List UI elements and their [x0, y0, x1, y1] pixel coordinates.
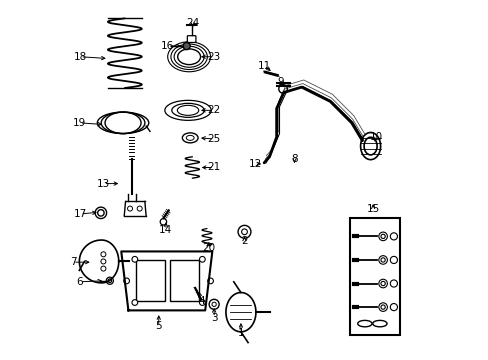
Circle shape: [278, 85, 287, 93]
Text: 10: 10: [369, 132, 383, 142]
Text: 12: 12: [248, 159, 261, 169]
FancyBboxPatch shape: [187, 36, 196, 42]
Text: 19: 19: [73, 118, 86, 128]
Circle shape: [380, 305, 385, 309]
Circle shape: [199, 256, 205, 262]
Circle shape: [241, 229, 247, 235]
Text: 21: 21: [207, 162, 220, 172]
Circle shape: [199, 300, 205, 305]
Text: 8: 8: [290, 154, 297, 163]
Ellipse shape: [177, 49, 200, 64]
Text: 3: 3: [210, 312, 217, 323]
Bar: [170, 260, 199, 301]
Text: 20: 20: [202, 243, 215, 253]
Circle shape: [123, 278, 129, 284]
Text: 11: 11: [257, 61, 270, 71]
Text: 15: 15: [366, 203, 379, 213]
Text: 13: 13: [97, 179, 110, 189]
Circle shape: [101, 252, 106, 257]
Circle shape: [238, 225, 250, 238]
Circle shape: [160, 219, 166, 225]
Text: 25: 25: [207, 134, 220, 144]
Circle shape: [378, 232, 386, 240]
Circle shape: [183, 42, 190, 50]
Text: 7: 7: [70, 257, 76, 267]
Circle shape: [137, 206, 142, 211]
Circle shape: [389, 280, 397, 287]
Text: 16: 16: [161, 41, 174, 51]
Ellipse shape: [186, 135, 194, 140]
Text: 5: 5: [155, 321, 162, 332]
Text: 1: 1: [237, 328, 244, 338]
Circle shape: [378, 256, 386, 264]
Text: 18: 18: [73, 52, 87, 62]
Text: 4: 4: [198, 296, 204, 306]
Ellipse shape: [177, 105, 198, 115]
Text: 17: 17: [73, 209, 87, 219]
Circle shape: [101, 266, 106, 271]
Text: 22: 22: [207, 105, 220, 115]
Circle shape: [380, 234, 385, 239]
Circle shape: [132, 256, 138, 262]
Circle shape: [380, 258, 385, 262]
Ellipse shape: [182, 133, 198, 143]
Text: 2: 2: [241, 236, 247, 246]
Circle shape: [132, 300, 138, 305]
Circle shape: [207, 278, 213, 284]
Circle shape: [101, 259, 106, 264]
Bar: [135, 260, 164, 301]
Circle shape: [127, 206, 132, 211]
Circle shape: [380, 282, 385, 286]
Circle shape: [212, 302, 216, 306]
Circle shape: [378, 279, 386, 288]
Bar: [349, 217, 399, 336]
Text: 23: 23: [207, 52, 220, 62]
Circle shape: [378, 303, 386, 311]
Circle shape: [209, 299, 219, 309]
Circle shape: [389, 256, 397, 264]
Circle shape: [389, 303, 397, 311]
Text: 9: 9: [276, 77, 283, 87]
Text: 6: 6: [76, 277, 82, 287]
Text: 24: 24: [186, 18, 199, 28]
Circle shape: [389, 233, 397, 240]
Text: 14: 14: [159, 225, 172, 235]
